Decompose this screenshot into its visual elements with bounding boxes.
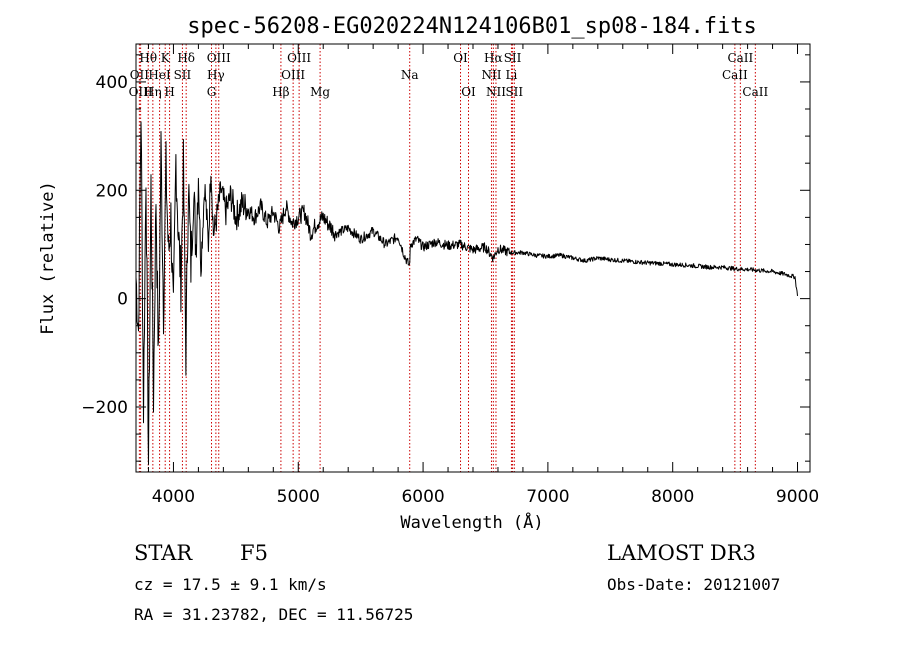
ra-dec: RA = 31.23782, DEC = 11.56725 bbox=[134, 605, 413, 624]
line-label: Hθ bbox=[139, 51, 157, 65]
line-label: OII bbox=[130, 68, 150, 82]
line-label: OI bbox=[461, 85, 476, 99]
line-label: OIII bbox=[281, 68, 305, 82]
line-label: CaII bbox=[722, 68, 748, 82]
x-axis-ticks: 4000 5000 6000 7000 8000 9000 bbox=[147, 44, 819, 507]
x-tick-label: 6000 bbox=[401, 487, 444, 507]
y-tick-label: 200 bbox=[96, 181, 128, 201]
line-label: NII bbox=[486, 85, 506, 99]
object-class: STAR bbox=[134, 541, 193, 565]
spectrum-series-line bbox=[135, 121, 798, 465]
line-label: OI bbox=[453, 51, 468, 65]
y-axis-ticks: −200 0 200 400 bbox=[81, 54, 810, 462]
line-label: Hβ bbox=[272, 85, 289, 99]
chart-title: spec-56208-EG020224N124106B01_sp08-184.f… bbox=[187, 14, 757, 39]
line-label: Na bbox=[401, 68, 419, 82]
line-label: SII bbox=[504, 51, 522, 65]
line-label: CaII bbox=[727, 51, 753, 65]
x-axis-label: Wavelength (Å) bbox=[400, 511, 543, 533]
object-subclass: F5 bbox=[240, 541, 268, 565]
obs-date: Obs-Date: 20121007 bbox=[607, 575, 780, 594]
line-label: OIII bbox=[207, 51, 231, 65]
y-tick-label: 0 bbox=[117, 290, 128, 310]
line-label: G bbox=[207, 85, 217, 99]
line-label: OIII bbox=[287, 51, 311, 65]
line-label: Hα bbox=[484, 51, 503, 65]
redshift-cz: cz = 17.5 ± 9.1 km/s bbox=[134, 575, 327, 594]
line-label: Li bbox=[506, 68, 518, 82]
spectral-line-markers bbox=[138, 44, 756, 472]
line-label: OIII bbox=[129, 85, 153, 99]
survey-name: LAMOST DR3 bbox=[607, 541, 756, 565]
line-label: HeI bbox=[148, 68, 171, 82]
line-label: Mg bbox=[310, 85, 330, 99]
x-tick-label: 4000 bbox=[152, 487, 195, 507]
x-tick-label: 9000 bbox=[776, 487, 819, 507]
y-tick-label: −200 bbox=[81, 398, 128, 418]
x-tick-label: 7000 bbox=[526, 487, 569, 507]
line-label: CaII bbox=[742, 85, 768, 99]
line-label: SII bbox=[174, 68, 192, 82]
line-label: NII bbox=[481, 68, 501, 82]
x-tick-label: 5000 bbox=[277, 487, 320, 507]
x-tick-label: 8000 bbox=[651, 487, 694, 507]
plot-frame bbox=[135, 43, 811, 473]
y-axis-label: Flux (relative) bbox=[38, 181, 58, 335]
spectral-line-labels: Hθ OII OIII K HeI Hη H Hδ SII OIII Hγ G OIII OIII Hβ Mg… bbox=[129, 51, 769, 99]
line-label: Hη bbox=[144, 85, 162, 99]
line-label: H bbox=[164, 85, 174, 99]
line-label: K bbox=[161, 51, 171, 65]
line-label: SII bbox=[505, 85, 523, 99]
line-label: Hδ bbox=[177, 51, 195, 65]
y-tick-label: 400 bbox=[96, 73, 128, 93]
line-label: Hγ bbox=[207, 68, 225, 82]
